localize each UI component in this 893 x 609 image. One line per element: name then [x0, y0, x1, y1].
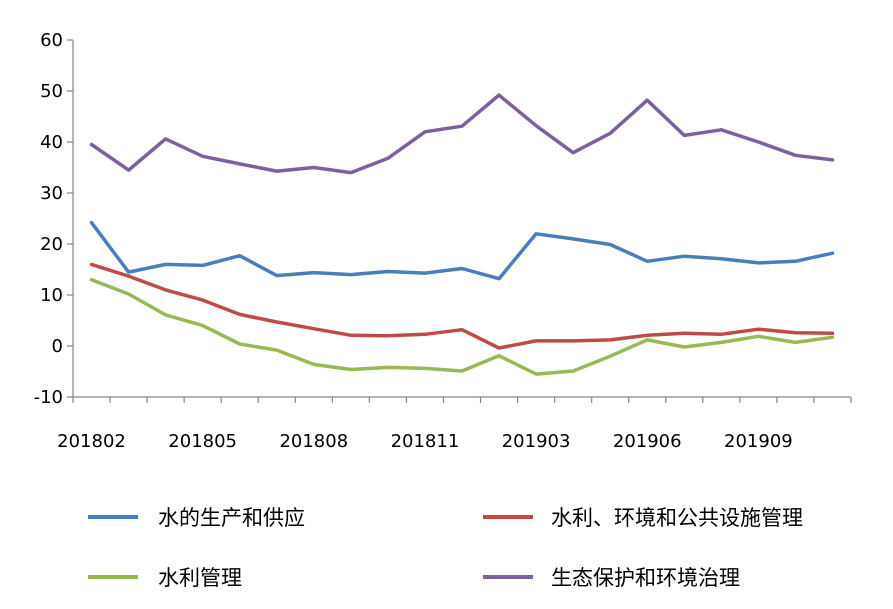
y-tick-label-3: 20 — [40, 234, 63, 255]
x-tick-label-5: 201906 — [613, 431, 682, 452]
x-tick-label-0: 201802 — [57, 431, 126, 452]
x-axis-ticks: 201802 201805 201808 201811 201903 201906 2019… — [57, 397, 852, 452]
series-points-0 — [91, 222, 833, 279]
legend-label-0: 水的生产和供应 — [158, 506, 305, 530]
y-tick-label-4: 30 — [40, 183, 63, 204]
y-axis-ticks: -10 0 10 20 30 40 50 60 — [34, 30, 73, 408]
legend-item-3: 生态保护和环境治理 — [483, 566, 740, 590]
series-line-2 — [89, 277, 835, 376]
series-lines — [89, 93, 835, 376]
x-tick-label-2: 201808 — [279, 431, 348, 452]
series-line-1 — [89, 262, 835, 350]
series-line-0 — [89, 220, 835, 281]
series-line-3 — [89, 93, 835, 175]
legend: 水的生产和供应 水利、环境和公共设施管理 水利管理 生态保护和环境治理 — [88, 506, 803, 590]
legend-label-2: 水利管理 — [158, 566, 242, 590]
y-tick-label-7: 60 — [40, 30, 63, 51]
y-tick-label-5: 40 — [40, 132, 63, 153]
legend-item-2: 水利管理 — [88, 566, 242, 590]
x-tick-label-1: 201805 — [168, 431, 237, 452]
x-tick-label-6: 201909 — [724, 431, 793, 452]
y-tick-label-2: 10 — [40, 285, 63, 306]
legend-item-0: 水的生产和供应 — [88, 506, 305, 530]
series-points-2 — [91, 279, 833, 375]
y-tick-label-6: 50 — [40, 81, 63, 102]
axes — [72, 40, 851, 398]
legend-label-1: 水利、环境和公共设施管理 — [551, 506, 803, 530]
legend-label-3: 生态保护和环境治理 — [551, 566, 740, 590]
series-points-3 — [91, 95, 833, 173]
x-tick-label-4: 201903 — [502, 431, 571, 452]
y-tick-label-1: 0 — [52, 336, 63, 357]
x-tick-label-3: 201811 — [391, 431, 460, 452]
y-tick-label-0: -10 — [34, 387, 63, 408]
series-points-1 — [91, 264, 833, 349]
legend-item-1: 水利、环境和公共设施管理 — [483, 506, 803, 530]
